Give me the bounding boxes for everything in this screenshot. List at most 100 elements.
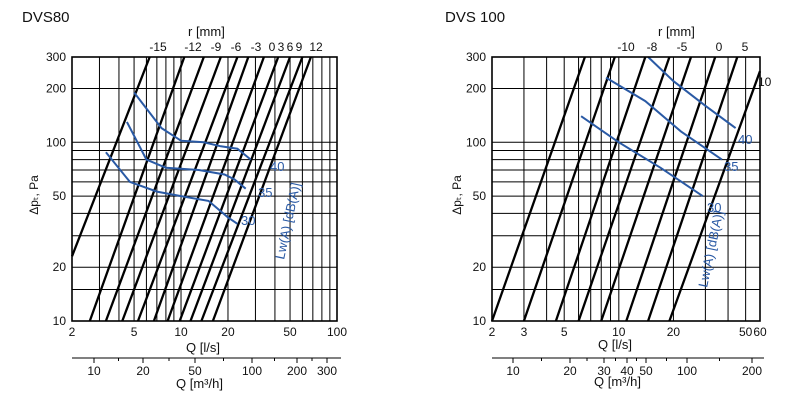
- fan-curve-line: [189, 56, 292, 322]
- x-tick-label: 10: [612, 325, 626, 339]
- series-label: 35: [258, 185, 272, 200]
- x-axis-label: Q [l/s]: [186, 340, 220, 355]
- x2-axis-label: Q [m³/h]: [176, 376, 223, 391]
- x2-tick-label: 100: [242, 364, 262, 378]
- x2-tick-label: 200: [742, 364, 762, 378]
- y-tick-label: 10: [53, 314, 67, 328]
- x2-tick-label: 10: [87, 364, 101, 378]
- top-tick-label: 12: [309, 40, 323, 54]
- top-tick-label: -3: [251, 40, 262, 54]
- x-tick-label: 10: [174, 325, 188, 339]
- top-tick-label: -12: [184, 40, 202, 54]
- y-tick-label: 20: [473, 260, 487, 274]
- fan-curve-line: [668, 70, 762, 322]
- fan-curve-line: [522, 56, 616, 322]
- noise-curve-line: [126, 121, 247, 190]
- x2-tick-label: 20: [563, 364, 577, 378]
- fan-curve-line: [200, 56, 304, 322]
- y-tick-label: 300: [466, 50, 486, 64]
- x-tick-label: 2: [69, 325, 76, 339]
- fan-curve-line: [104, 56, 205, 322]
- fan-curve-line: [166, 56, 265, 322]
- top-tick-label: -6: [231, 40, 242, 54]
- fan-curve-line: [554, 56, 647, 322]
- x-tick-label: 50: [739, 325, 753, 339]
- x-tick-label: 100: [327, 325, 347, 339]
- top-tick-label: 0: [269, 40, 276, 54]
- y-tick-label: 300: [46, 50, 66, 64]
- noise-axis-label: Lw(A) [dB(A)]: [272, 181, 303, 260]
- noise-curves: [580, 56, 737, 197]
- x-tick-label: 3: [521, 325, 528, 339]
- chart-title: DVS 100: [445, 9, 505, 26]
- x-tick-label: 2: [489, 325, 496, 339]
- noise-curve-line: [133, 91, 252, 161]
- series-label: 40: [738, 132, 752, 147]
- fan-curve-line: [152, 56, 250, 322]
- noise-curve-line: [105, 151, 238, 225]
- fan-curve-line: [600, 56, 693, 322]
- y-tick-label: 20: [53, 260, 67, 274]
- fan-curves: [70, 56, 312, 322]
- series-label: 40: [270, 159, 284, 174]
- y-tick-label: 100: [46, 135, 66, 149]
- series-label: 10: [758, 75, 772, 89]
- fan-curve-line: [490, 56, 586, 322]
- noise-curves: [105, 91, 252, 225]
- x-tick-label: 5: [131, 325, 138, 339]
- top-tick-label: 5: [742, 40, 749, 54]
- series-label: 30: [241, 213, 255, 228]
- fan-curve-line: [211, 56, 312, 322]
- plot-frame: [71, 56, 338, 322]
- top-tick-label: 0: [716, 40, 723, 54]
- x2-tick-label: 100: [677, 364, 697, 378]
- y-tick-label: 10: [473, 314, 487, 328]
- fan-curve-line: [88, 56, 186, 322]
- fan-curve-line: [121, 56, 222, 322]
- top-tick-label: -9: [211, 40, 222, 54]
- fan-curve-line: [136, 56, 239, 322]
- x2-tick-label: 200: [287, 364, 307, 378]
- x-tick-label: 50: [283, 325, 297, 339]
- x2-tick-label: 50: [188, 364, 202, 378]
- top-tick-label: -8: [647, 40, 658, 54]
- x2-tick-label: 50: [639, 364, 653, 378]
- x2-tick-label: 10: [506, 364, 520, 378]
- x2-tick-label: 300: [317, 364, 337, 378]
- noise-curve-line: [605, 76, 723, 161]
- x-tick-label: 20: [667, 325, 681, 339]
- top-tick-label: 3: [278, 40, 285, 54]
- y-tick-label: 100: [466, 135, 486, 149]
- top-tick-label: 6: [287, 40, 294, 54]
- x2-tick-label: 20: [136, 364, 150, 378]
- y-tick-label: 200: [466, 81, 486, 95]
- x-tick-label: 5: [561, 325, 568, 339]
- y-axis-label: Δpₜ, Pa: [27, 175, 41, 215]
- noise-curve-line: [647, 56, 737, 129]
- y-tick-label: 50: [473, 189, 487, 203]
- top-axis-label: r [mm]: [658, 24, 695, 39]
- x2-tick-label: 40: [620, 364, 634, 378]
- top-tick-label: -5: [677, 40, 688, 54]
- top-axis-label: r [mm]: [188, 24, 225, 39]
- top-tick-label: -10: [617, 40, 635, 54]
- fan-curve-line: [577, 56, 671, 322]
- fan-curve-line: [178, 56, 280, 322]
- x-tick-label: 20: [221, 325, 235, 339]
- y-tick-label: 200: [46, 81, 66, 95]
- noise-curve-line: [580, 115, 704, 197]
- fan-curve-line: [70, 56, 151, 257]
- chart-title: DVS80: [22, 9, 70, 26]
- series-label: 35: [724, 159, 738, 174]
- top-tick-label: -15: [149, 40, 167, 54]
- x-tick-label: 60: [753, 325, 767, 339]
- grid-lines: [492, 57, 760, 321]
- x-axis-label: Q [l/s]: [598, 337, 632, 352]
- noise-axis-label: Lw(A) [dB(A)]: [695, 209, 726, 288]
- y-axis-label: Δpₜ, Pa: [450, 175, 464, 215]
